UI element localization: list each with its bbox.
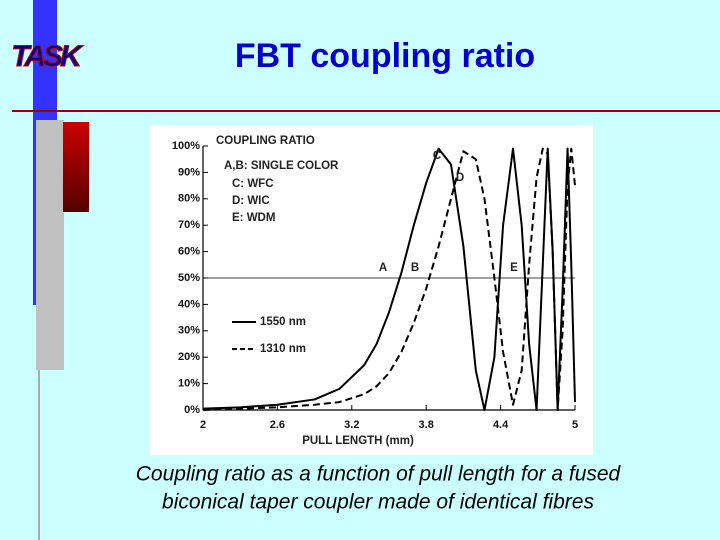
x-axis-label: PULL LENGTH (mm) [302,435,414,447]
y-tick-label: 100% [172,140,200,152]
caption: biconical taper coupler made of identica… [162,491,594,514]
x-tick-label: 2.6 [270,419,285,431]
y-tick-label: 10% [178,378,200,390]
side-bar [63,122,89,212]
chart-panel [150,125,593,455]
x-tick-label: 4.4 [493,419,509,431]
annotation: C: WFC [232,178,274,190]
x-tick-label: 2 [200,419,206,431]
y-tick-label: 70% [178,219,200,231]
series-line [202,147,576,411]
point-label: C [433,150,441,162]
side-bar [36,120,64,370]
point-label: D [456,172,464,184]
annotation: D: WIC [232,195,270,207]
y-tick-label: 40% [178,298,200,310]
y-tick-label: 50% [178,272,200,284]
logo: TASK [11,40,84,73]
x-tick-label: 5 [572,419,578,431]
y-tick-label: 80% [178,193,200,205]
y-tick-label: 0% [184,404,200,416]
point-label: B [411,262,419,274]
caption: Coupling ratio as a function of pull len… [136,463,622,486]
y-tick-label: 60% [178,246,200,258]
annotation: A,B: SINGLE COLOR [224,160,339,172]
x-tick-label: 3.2 [344,419,359,431]
y-axis-label: COUPLING RATIO [216,135,315,147]
point-label: E [510,262,518,274]
y-tick-label: 30% [178,325,200,337]
x-tick-label: 3.8 [419,419,434,431]
annotation: E: WDM [232,212,275,224]
legend-label: 1550 nm [260,316,306,328]
slide-title: FBT coupling ratio [235,37,535,75]
point-label: A [379,262,387,274]
y-tick-label: 90% [178,166,200,178]
legend-label: 1310 nm [260,343,306,355]
y-tick-label: 20% [178,351,200,363]
